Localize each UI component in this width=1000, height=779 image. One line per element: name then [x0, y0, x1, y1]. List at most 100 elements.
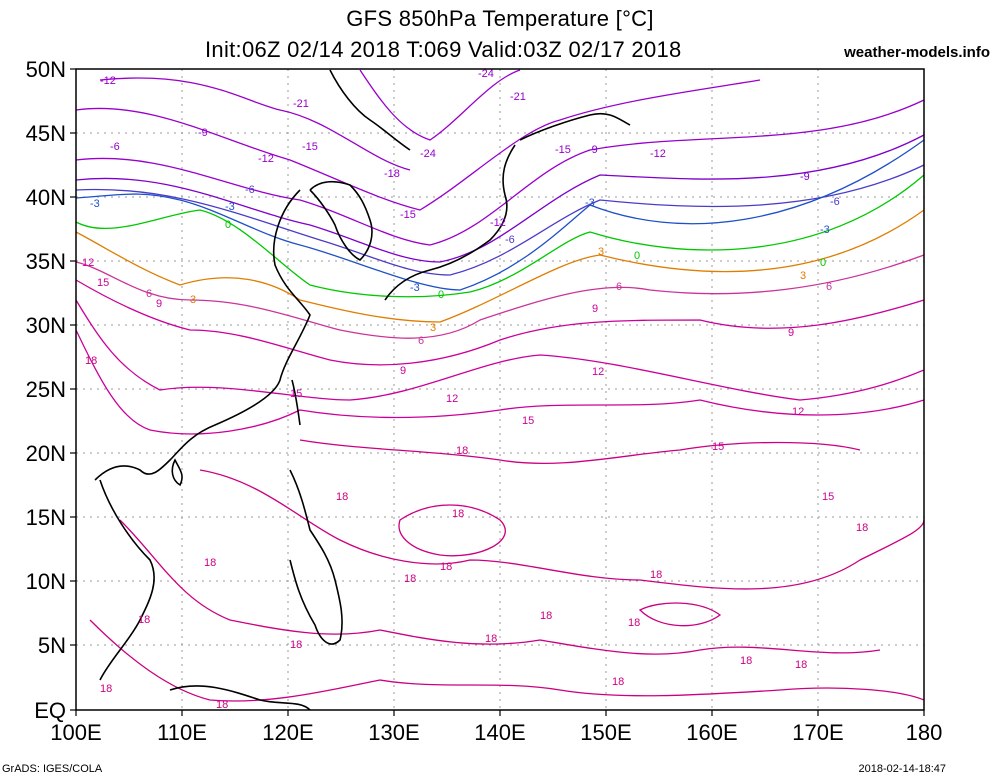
contour-label: 18	[650, 569, 662, 581]
contour-label: -9	[800, 171, 810, 183]
contour-label: 3	[430, 322, 436, 334]
contour-label: -6	[245, 184, 255, 196]
coastline-korea	[309, 180, 373, 261]
contour-label: 18	[456, 445, 468, 457]
contour-label: 15	[712, 441, 724, 453]
contour-label: 15	[822, 491, 834, 503]
map-title: GFS 850hPa Temperature [°C]	[346, 6, 654, 31]
contour-label: 18	[138, 614, 150, 626]
contour-line	[75, 79, 761, 211]
contour-label: -18	[384, 168, 400, 180]
contour-label: -12	[490, 217, 506, 229]
contour-line	[99, 77, 411, 171]
contour-label: -12	[650, 148, 666, 160]
contour-label: 18	[540, 610, 552, 622]
tick-marks	[70, 68, 925, 716]
contour-label: -24	[478, 68, 494, 80]
contour-label: 12	[446, 393, 458, 405]
coastline-borneo	[169, 685, 311, 711]
contour-line	[75, 329, 925, 435]
map-subtitle: Init:06Z 02/14 2018 T:069 Valid:03Z 02/1…	[205, 37, 682, 62]
contour-line	[75, 209, 925, 323]
contour-line	[638, 602, 722, 627]
lon-tick-label: 160E	[686, 720, 737, 745]
contour-label: 9	[592, 303, 598, 315]
contour-label: 18	[216, 699, 228, 711]
contour-label: -3	[820, 224, 830, 236]
coastline-taiwan	[291, 379, 301, 426]
lat-tick-label: 25N	[26, 377, 66, 402]
contour-line	[199, 469, 925, 590]
lat-tick-label: 15N	[26, 505, 66, 530]
contour-label: -6	[505, 234, 515, 246]
contour-label: 18	[452, 508, 464, 520]
contour-label: 9	[400, 365, 406, 377]
contour-label: 18	[85, 355, 97, 367]
contour-line	[75, 99, 925, 246]
lat-tick-label: 40N	[26, 185, 66, 210]
contour-label: 18	[795, 659, 807, 671]
contour-line	[75, 254, 925, 339]
contour-line	[75, 299, 925, 401]
coastlines	[94, 69, 631, 711]
contour-labels: -12 -21 -9 -6 -15 -12 -18 -24 -21 -24 -1…	[82, 68, 868, 711]
contour-label: 9	[156, 298, 162, 310]
contour-label: -6	[830, 196, 840, 208]
contour-label: 18	[856, 522, 868, 534]
contour-label: 18	[290, 639, 302, 651]
contour-label: 15	[522, 415, 534, 427]
contour-label: -15	[302, 141, 318, 153]
contour-line	[359, 69, 521, 141]
contour-label: -24	[420, 148, 436, 160]
contour-label: 6	[418, 335, 424, 347]
contour-label: 18	[336, 491, 348, 503]
contour-label: 0	[438, 289, 444, 301]
contour-label: 18	[100, 683, 112, 695]
coastline-hokkaido	[519, 112, 631, 141]
contour-label: 9	[788, 327, 794, 339]
contour-line	[75, 139, 925, 291]
lat-tick-label: 5N	[38, 633, 66, 658]
site-credit[interactable]: weather-models.info	[844, 44, 990, 61]
lon-tick-label: 180	[906, 720, 943, 745]
footer-credit: GrADS: IGES/COLA	[2, 763, 103, 775]
contour-label: 15	[290, 388, 302, 400]
contour-label: 18	[440, 561, 452, 573]
contour-label: -3	[410, 282, 420, 294]
lon-tick-label: 140E	[474, 720, 525, 745]
contour-label: 18	[740, 655, 752, 667]
coastline-philippines	[289, 469, 343, 645]
contour-line	[299, 439, 861, 464]
lat-tick-label: 10N	[26, 569, 66, 594]
contour-label: 3	[190, 294, 196, 306]
contour-label: -12	[258, 153, 274, 165]
lon-tick-label: 170E	[792, 720, 843, 745]
contour-label: 18	[404, 573, 416, 585]
contour-label: -9	[588, 144, 598, 156]
lon-tick-label: 100E	[50, 720, 101, 745]
lat-tick-label: 20N	[26, 441, 66, 466]
contour-label: 12	[82, 257, 94, 269]
contour-label: -3	[90, 198, 100, 210]
contour-line	[75, 134, 925, 263]
contour-label: -21	[293, 98, 309, 110]
lon-tick-label: 130E	[368, 720, 419, 745]
contour-label: 3	[598, 246, 604, 258]
lat-tick-label: 45N	[26, 121, 66, 146]
lat-tick-label: 35N	[26, 249, 66, 274]
temperature-contours	[75, 69, 925, 702]
contour-label: 6	[616, 281, 622, 293]
contour-label: 18	[612, 676, 624, 688]
lat-tick-labels: 50N 45N 40N 35N 30N 25N 20N 15N 10N 5N E…	[26, 57, 66, 723]
contour-label: 15	[97, 277, 109, 289]
grid-lines	[76, 69, 924, 710]
coastline-japan	[384, 144, 516, 301]
coastline-indochina	[99, 479, 155, 681]
contour-line	[75, 279, 925, 366]
contour-line	[398, 504, 506, 557]
contour-line	[75, 164, 925, 276]
coastline-china	[94, 189, 311, 481]
lon-tick-label: 120E	[262, 720, 313, 745]
contour-label: -15	[555, 144, 571, 156]
contour-label: 12	[792, 406, 804, 418]
